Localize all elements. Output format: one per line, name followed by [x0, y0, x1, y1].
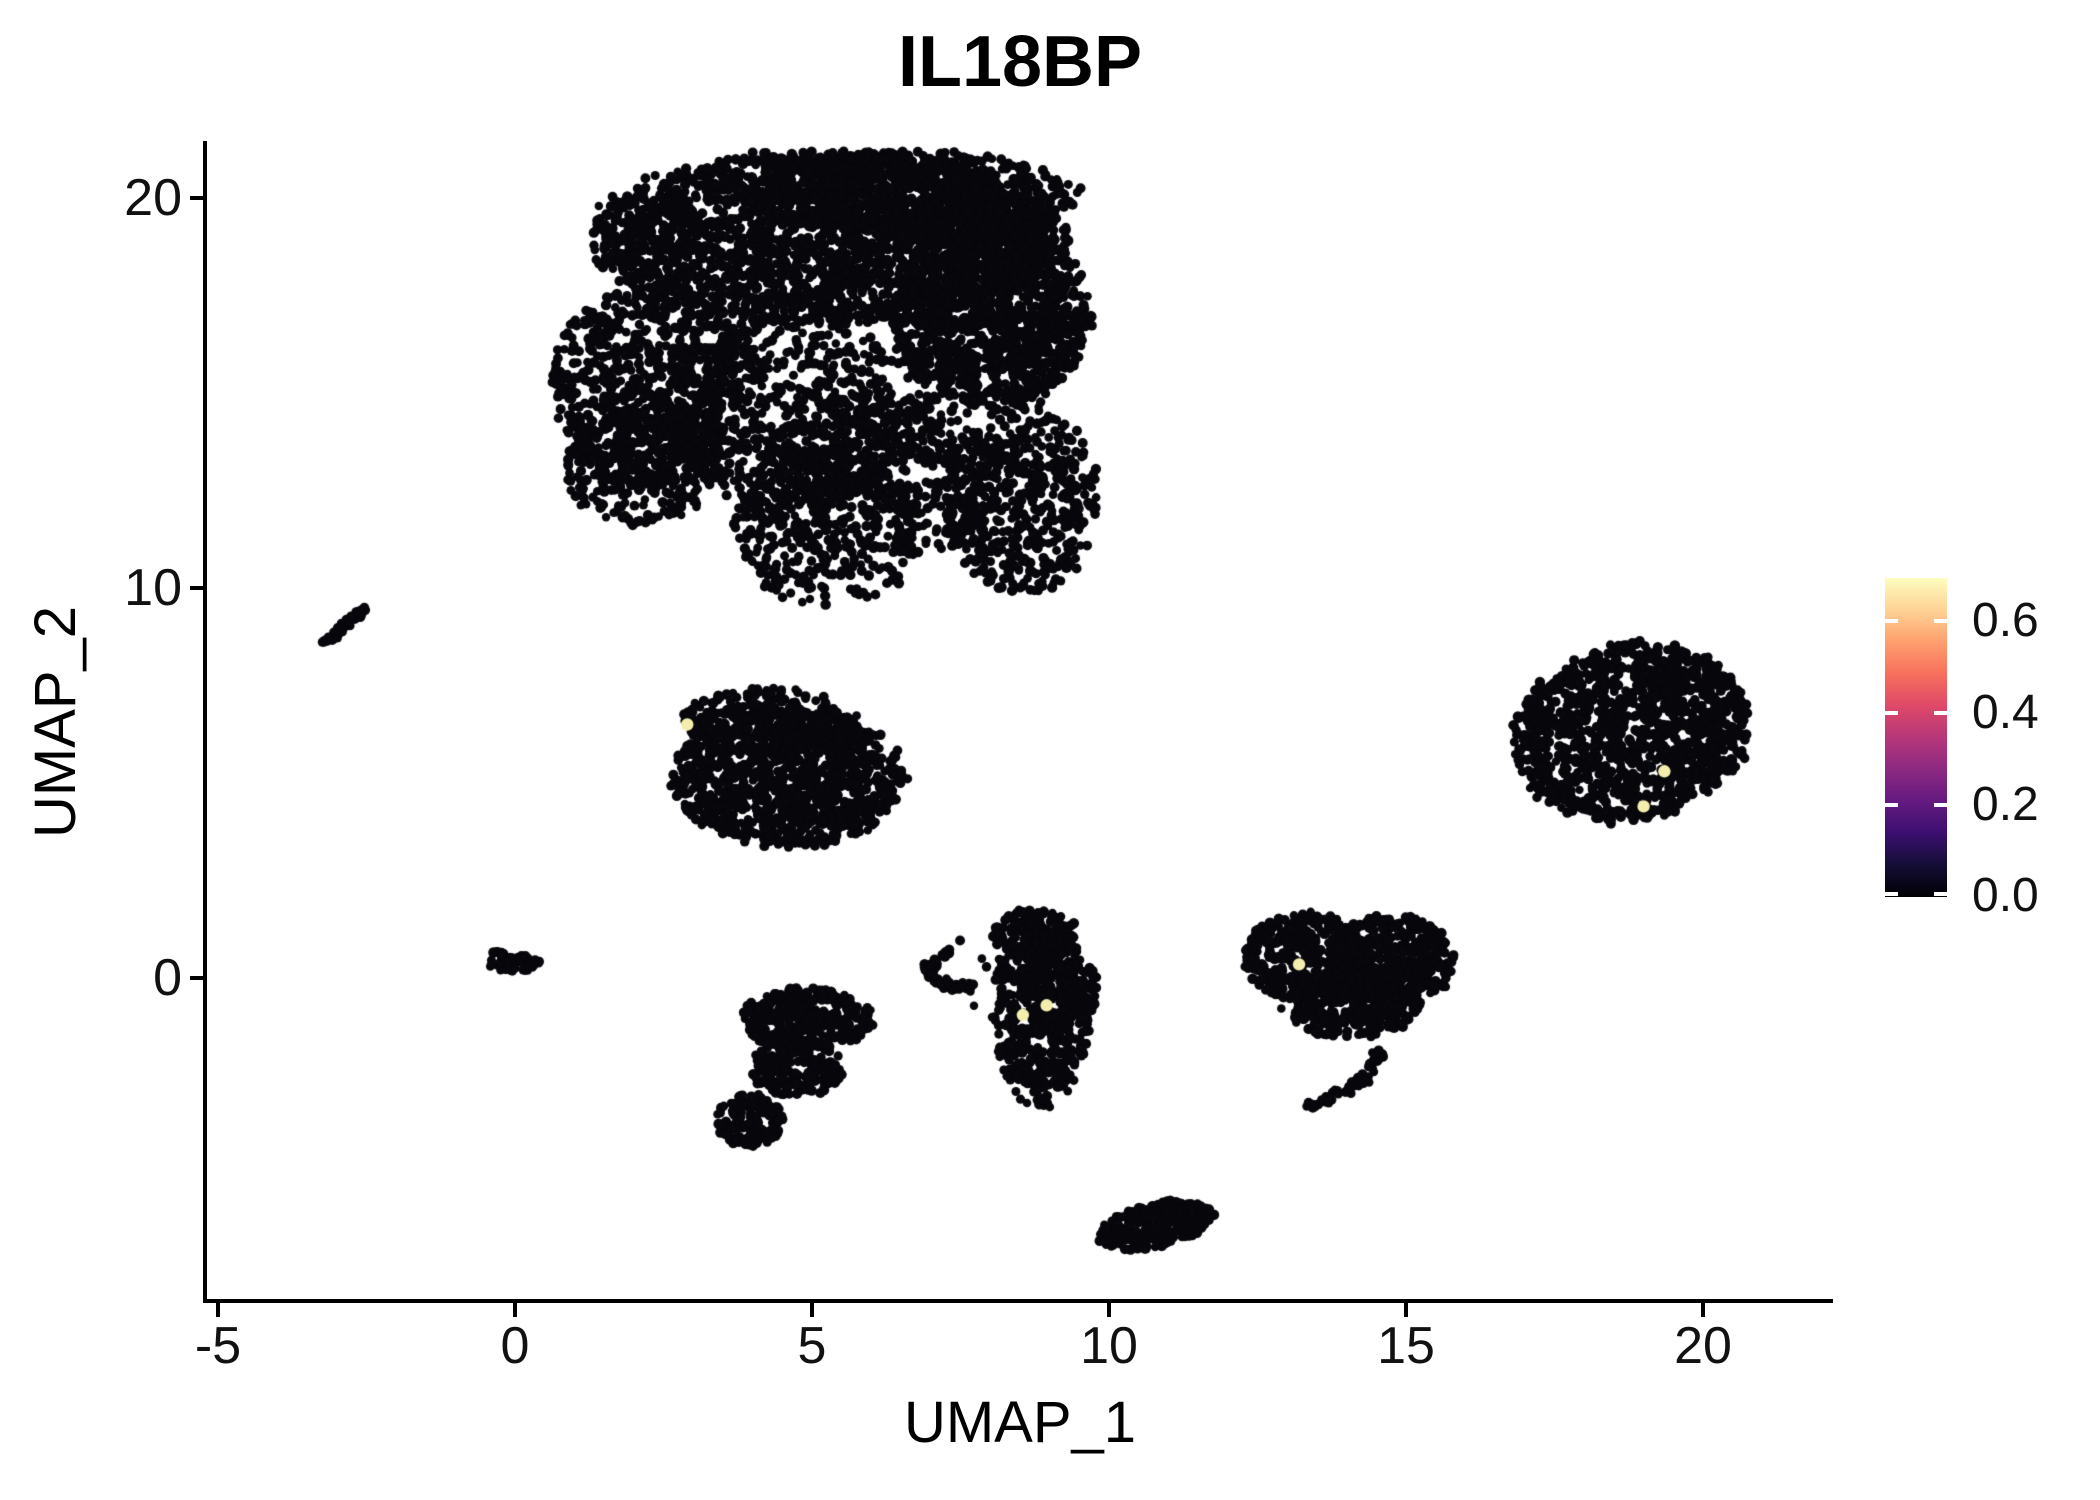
y-tick-mark	[190, 586, 204, 590]
x-tick-label: 10	[1080, 1317, 1138, 1375]
y-tick-mark	[190, 976, 204, 980]
legend-tick-mark	[1885, 711, 1898, 715]
legend-tick-label: 0.2	[1972, 778, 2039, 831]
x-tick-mark	[1404, 1303, 1408, 1317]
y-axis-title: UMAP_2	[23, 605, 88, 839]
x-tick-mark	[810, 1303, 814, 1317]
x-axis-line	[203, 1299, 1833, 1303]
legend-tick-mark	[1885, 619, 1898, 623]
x-tick-label: 20	[1674, 1317, 1732, 1375]
legend-tick-label: 0.4	[1972, 686, 2039, 739]
y-tick-label: 0	[153, 949, 182, 1007]
plot-title: IL18BP	[897, 22, 1143, 102]
y-tick-mark	[190, 196, 204, 200]
legend-tick-mark	[1934, 619, 1947, 623]
legend-tick-mark	[1934, 711, 1947, 715]
legend-tick-mark	[1934, 803, 1947, 807]
y-tick-label: 20	[124, 169, 182, 227]
legend-tick-mark	[1934, 892, 1947, 896]
legend-colorbar	[1885, 578, 1947, 897]
x-tick-mark	[1107, 1303, 1111, 1317]
x-tick-label: -5	[194, 1317, 242, 1375]
y-tick-label: 10	[124, 559, 182, 617]
x-tick-mark	[216, 1303, 220, 1317]
x-axis-title: UMAP_1	[903, 1390, 1137, 1455]
y-axis-line	[203, 141, 207, 1303]
legend-tick-mark	[1885, 892, 1898, 896]
legend-tick-label: 0.0	[1972, 869, 2039, 922]
legend-tick-mark	[1885, 803, 1898, 807]
x-tick-mark	[513, 1303, 517, 1317]
x-tick-label: 5	[797, 1317, 827, 1375]
x-tick-label: 15	[1377, 1317, 1435, 1375]
x-tick-mark	[1701, 1303, 1705, 1317]
legend-tick-label: 0.6	[1972, 594, 2039, 647]
x-tick-label: 0	[500, 1317, 530, 1375]
